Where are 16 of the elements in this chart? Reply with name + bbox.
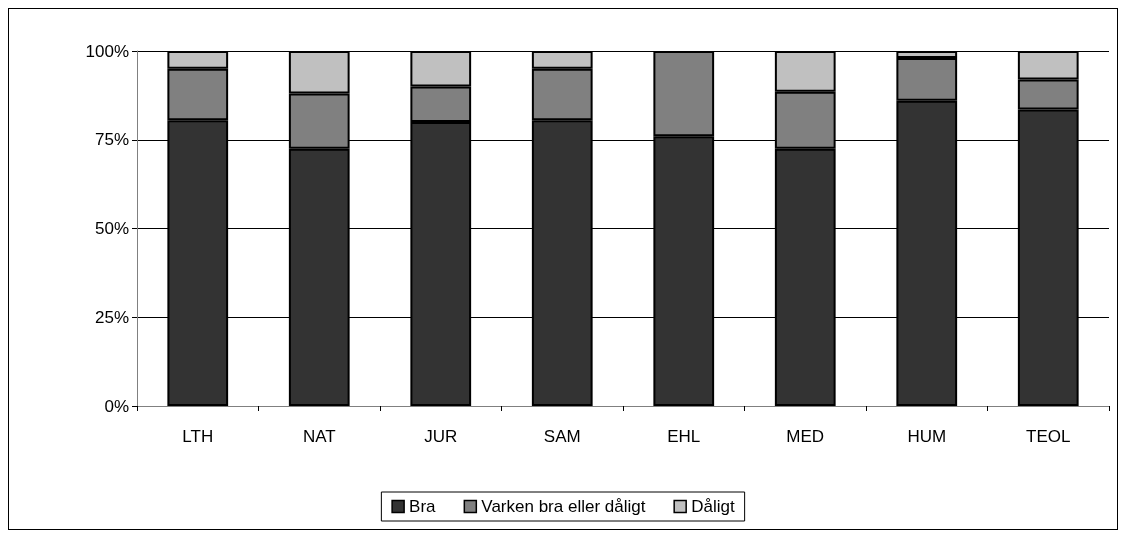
x-tick-label: MED: [786, 427, 825, 446]
x-tick-label: HUM: [907, 427, 947, 446]
x-tick-label: LTH: [182, 427, 214, 446]
x-tick-label: TEOL: [1026, 427, 1071, 446]
y-tick-label: 0%: [104, 396, 129, 416]
x-tick-label: EHL: [667, 427, 701, 446]
x-tick-label: JUR: [424, 427, 458, 446]
y-tick-label: 50%: [94, 219, 129, 238]
y-tick-label: 75%: [94, 130, 129, 150]
y-tick-label: 100%: [85, 41, 129, 61]
legend-label: Varken bra eller dåligt: [481, 497, 646, 516]
legend-label: Dåligt: [691, 497, 735, 516]
y-tick-label: 25%: [94, 307, 129, 327]
legend-label: Bra: [409, 497, 437, 516]
x-tick-label: SAM: [543, 427, 581, 446]
x-tick-label: NAT: [302, 427, 336, 446]
